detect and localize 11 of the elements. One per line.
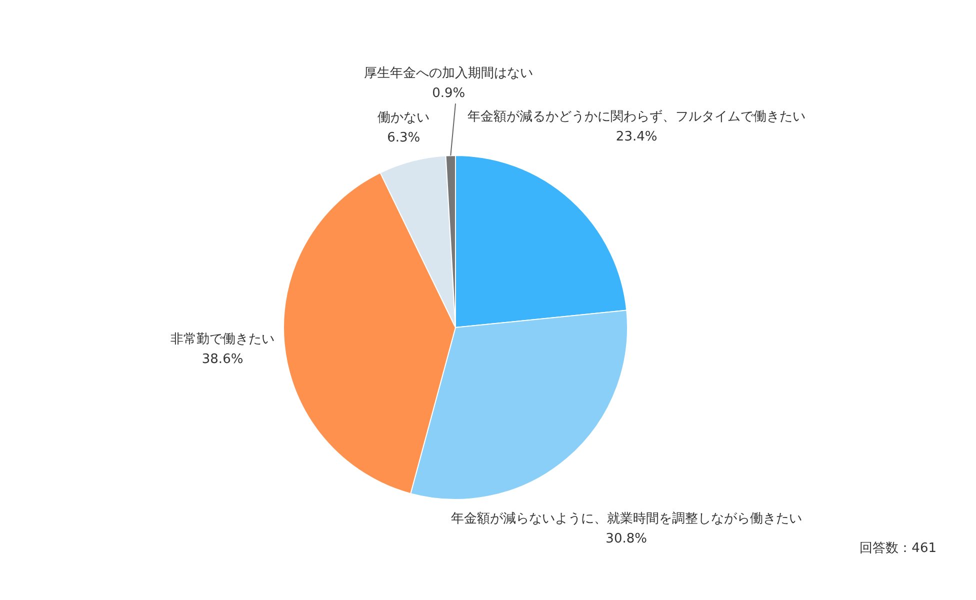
slice-label: 非常勤で働きたい [170,332,275,348]
data-label: 30.8% [606,531,647,546]
data-label: 38.6% [202,352,244,368]
text: 回答数：461 [860,541,937,556]
data-label: 6.3% [387,130,420,146]
slice-label: 働かない [378,110,430,126]
data-label: 0.9% [432,86,466,102]
slice-label: 厚生年金への加入期間はない [364,66,534,82]
slice-label: 年金額が減るかどうかに関わらず、フルタイムで働きたい [468,110,806,125]
slice-label: 年金額が減らないように、就業時間を調整しながら働きたい [450,511,802,526]
data-label: 23.4% [616,130,658,145]
